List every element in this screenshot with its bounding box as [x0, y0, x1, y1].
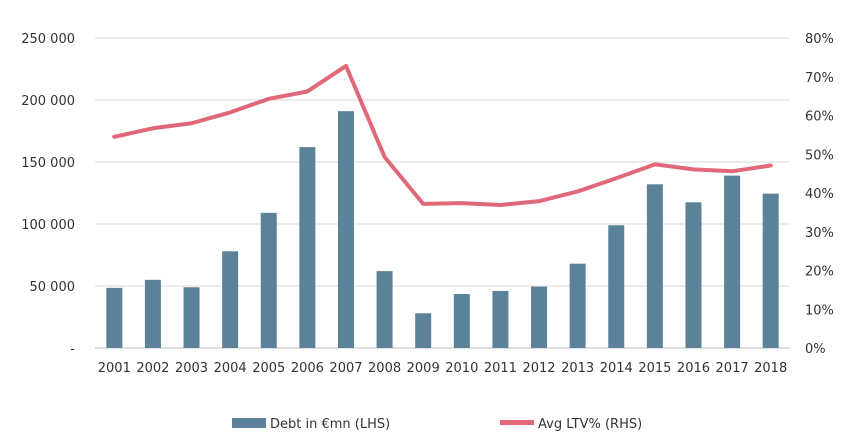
bar-2005 [260, 212, 277, 348]
legend-swatch-debt [232, 418, 266, 428]
right-tick-label-3: 30% [805, 226, 834, 241]
bar-2007 [337, 111, 354, 348]
x-tick-label-2014: 2014 [600, 361, 633, 376]
left-tick-label-4: 200 000 [21, 94, 75, 109]
x-tick-label-2002: 2002 [136, 361, 169, 376]
debt-bars [106, 111, 779, 348]
ltv-series-line [112, 63, 773, 208]
legend-label-debt: Debt in €mn (LHS) [270, 417, 390, 432]
bar-2016 [685, 202, 702, 348]
left-tick-label-0: - [70, 342, 75, 357]
bar-2012 [531, 286, 548, 348]
legend-swatch-ltv [500, 420, 534, 425]
bar-2014 [608, 225, 625, 348]
bar-2017 [724, 175, 741, 348]
right-tick-label-2: 20% [805, 265, 834, 280]
x-tick-label-2007: 2007 [329, 361, 362, 376]
bar-2001 [106, 287, 123, 348]
left-tick-label-1: 50 000 [30, 280, 76, 295]
bar-2010 [453, 294, 470, 348]
right-tick-label-7: 70% [805, 71, 834, 86]
left-tick-label-5: 250 000 [21, 32, 75, 47]
x-tick-label-2006: 2006 [291, 361, 324, 376]
x-tick-label-2013: 2013 [561, 361, 594, 376]
x-tick-label-2011: 2011 [484, 361, 517, 376]
bar-2011 [492, 290, 509, 348]
bar-2015 [646, 184, 663, 348]
x-tick-label-2008: 2008 [368, 361, 401, 376]
bar-2008 [376, 271, 393, 348]
x-tick-label-2015: 2015 [638, 361, 671, 376]
x-tick-label-2009: 2009 [407, 361, 440, 376]
x-axis-ticks: 2001 2002 2003 2004 2005 2006 2007 2008 2009 2010… [98, 361, 787, 376]
x-tick-label-2001: 2001 [98, 361, 131, 376]
legend: Debt in €mn (LHS) Avg LTV% (RHS) [232, 417, 642, 432]
right-tick-label-1: 10% [805, 303, 834, 318]
right-axis-ticks: 0% 10% 20% 30% 40% 50% 60% 70% 80% [805, 32, 834, 357]
bar-2018 [762, 193, 779, 348]
left-axis-ticks: - 50 000 100 000 150 000 200 000 250 000 [21, 32, 75, 357]
bar-2009 [415, 313, 432, 348]
x-tick-label-2010: 2010 [445, 361, 478, 376]
x-tick-label-2018: 2018 [754, 361, 787, 376]
left-tick-label-3: 150 000 [21, 156, 75, 171]
right-tick-label-8: 80% [805, 32, 834, 47]
x-tick-label-2003: 2003 [175, 361, 208, 376]
bar-2002 [144, 279, 161, 348]
right-tick-label-5: 50% [805, 148, 834, 163]
ltv-line [112, 63, 773, 208]
x-tick-label-2017: 2017 [716, 361, 749, 376]
bar-2006 [299, 147, 316, 348]
x-tick-label-2012: 2012 [522, 361, 555, 376]
bar-2013 [569, 263, 586, 348]
x-tick-label-2005: 2005 [252, 361, 285, 376]
x-tick-label-2016: 2016 [677, 361, 710, 376]
gridlines [95, 37, 790, 349]
x-tick-label-2004: 2004 [214, 361, 247, 376]
bar-2004 [222, 251, 239, 348]
right-tick-label-6: 60% [805, 110, 834, 125]
bar-2003 [183, 287, 200, 348]
legend-label-ltv: Avg LTV% (RHS) [538, 417, 642, 432]
left-tick-label-2: 100 000 [21, 218, 75, 233]
right-tick-label-4: 40% [805, 187, 834, 202]
right-tick-label-0: 0% [805, 342, 826, 357]
